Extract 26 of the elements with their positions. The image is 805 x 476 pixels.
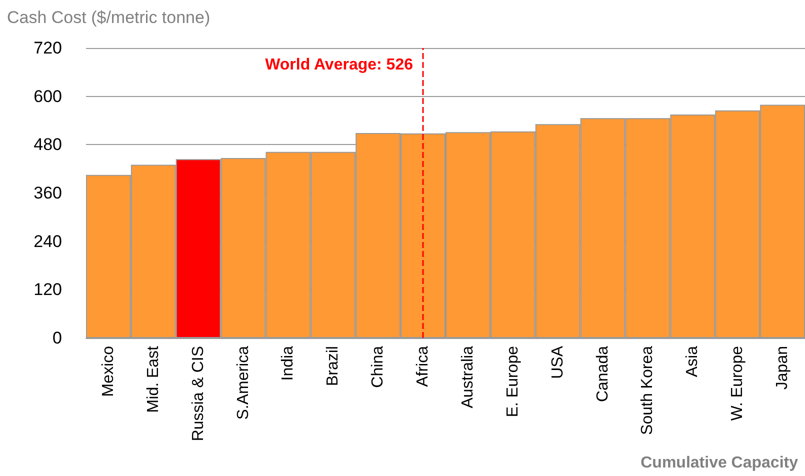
y-tick-label: 120 <box>34 280 62 300</box>
x-tick-label: Russia & CIS <box>190 346 207 442</box>
x-tick-label: Mid. East <box>144 345 162 413</box>
x-tick-label: Brazil <box>324 346 342 386</box>
x-tick-label: Australia <box>459 346 476 408</box>
y-tick-label: 240 <box>34 232 62 251</box>
x-tick-label: Africa <box>414 346 432 387</box>
x-tick-label: E. Europe <box>504 346 522 418</box>
y-axis-title: Cash Cost ($/metric tonne) <box>7 8 210 27</box>
x-axis-title: Cumulative Capacity <box>640 454 798 472</box>
x-tick-label: USA <box>549 346 566 379</box>
y-tick-label: 0 <box>52 328 62 348</box>
y-tick-label: 720 <box>34 38 62 58</box>
x-tick-label: W. Europe <box>729 346 746 421</box>
y-tick-label: 480 <box>34 135 62 154</box>
x-tick-label: China <box>370 346 387 388</box>
ref-line-label: World Average: 526 <box>265 56 414 74</box>
x-tick-label: India <box>280 346 297 381</box>
x-tick-label: South Korea <box>639 346 656 435</box>
y-tick-label: 360 <box>34 184 62 202</box>
x-tick-label: Mexico <box>100 346 117 397</box>
x-tick-label: Japan <box>774 346 792 390</box>
x-tick-label: Canada <box>594 346 612 402</box>
y-tick-label: 600 <box>34 86 62 106</box>
x-tick-label: S.America <box>234 346 252 420</box>
x-tick-label: Asia <box>684 346 702 378</box>
